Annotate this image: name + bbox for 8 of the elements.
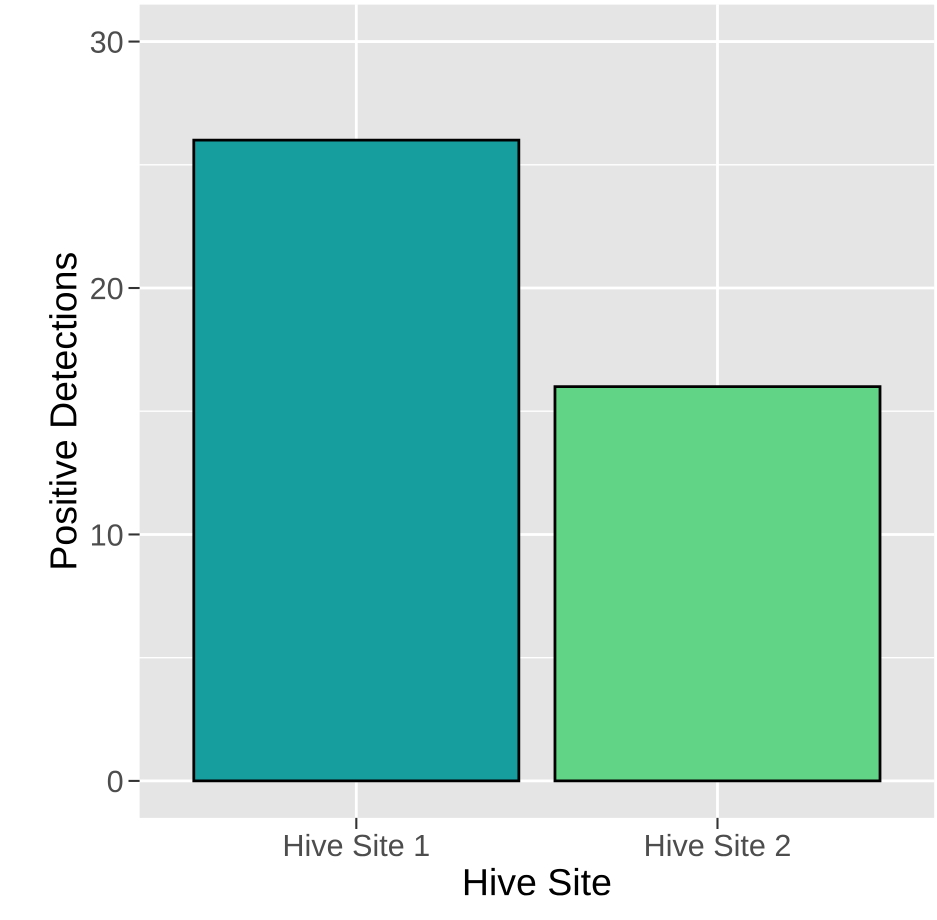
y-tick-label: 20 [91, 278, 122, 300]
y-tick-label: 30 [90, 31, 122, 53]
x-tick-label: Hive Site 2 [646, 834, 790, 856]
y-tick-label: 0 [108, 770, 122, 792]
x-tick-label: Hive Site 1 [284, 834, 429, 856]
x-axis-title: Hive Site [464, 868, 610, 896]
y-axis-title: Positive Detections [49, 253, 77, 568]
y-tick-label: 10 [92, 524, 122, 546]
